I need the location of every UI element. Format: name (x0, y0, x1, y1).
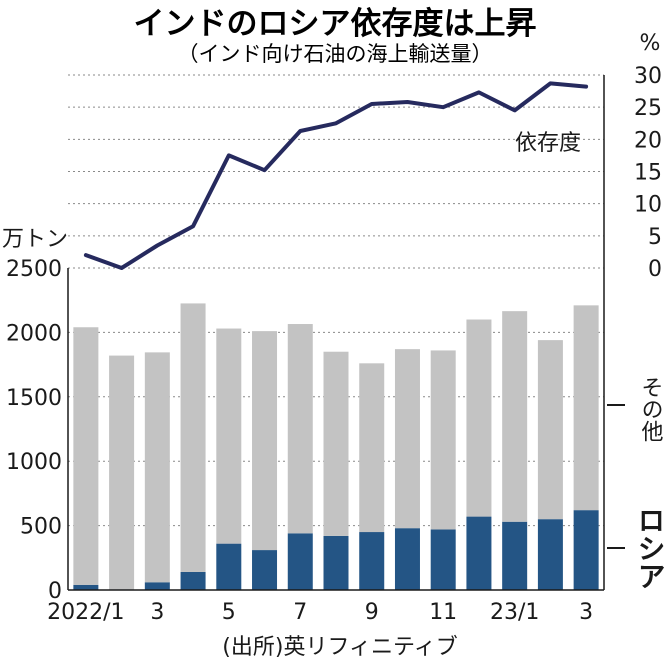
line-y-tick-label: 10 (634, 193, 662, 218)
x-tick-label: 11 (429, 600, 457, 625)
x-tick-label: 23/1 (490, 600, 539, 625)
line-gridlines: 0 5 10 15 20 25 30 (68, 64, 662, 282)
bar-other (144, 352, 170, 583)
bar-other (216, 328, 242, 544)
x-tick-label: 9 (365, 600, 379, 625)
bar-other (109, 355, 135, 590)
bar-unit-label: 万トン (2, 227, 68, 252)
bar-other (537, 340, 563, 520)
x-tick-label: 3 (150, 600, 164, 625)
bar-y-tick-label: 1000 (6, 450, 62, 475)
bar-russia (216, 543, 242, 590)
bar-russia (359, 532, 385, 590)
bar-y-tick-label: 2500 (6, 257, 62, 282)
line-point (371, 103, 373, 105)
bar-russia (502, 521, 528, 590)
line-point (192, 225, 194, 227)
line-point (264, 169, 266, 171)
bar-russia (180, 571, 206, 590)
line-point (228, 154, 230, 156)
chart-title: インドのロシア依存度は上昇 (134, 6, 537, 42)
bar-russia (287, 533, 313, 590)
line-point (406, 101, 408, 103)
line-point (442, 106, 444, 108)
bar-russia (252, 550, 278, 590)
line-unit-label: % (640, 31, 661, 56)
bar-other (502, 311, 528, 522)
bar-series (73, 303, 599, 590)
bar-other (323, 351, 349, 536)
line-y-tick-label: 20 (634, 128, 662, 153)
bar-other (287, 324, 313, 534)
axes: 2022/1 3 5 7 9 11 23/1 3 (47, 75, 605, 625)
bar-russia (73, 584, 99, 590)
bar-other (73, 327, 99, 585)
bar-other (180, 303, 206, 572)
bar-other (573, 305, 599, 511)
line-point (478, 91, 480, 93)
line-point (85, 254, 87, 256)
bar-russia (430, 529, 456, 590)
line-point (299, 130, 301, 132)
source-note: (出所)英リフィニティブ (222, 635, 457, 660)
line-series-label: 依存度 (515, 131, 581, 156)
line-point (549, 82, 551, 84)
bar-russia (573, 510, 599, 590)
bar-russia (394, 528, 420, 590)
bar-other (466, 319, 492, 517)
line-point (585, 86, 587, 88)
bar-russia (537, 519, 563, 590)
line-point (514, 109, 516, 111)
line-y-tick-label: 0 (648, 257, 662, 282)
line-point (156, 244, 158, 246)
bar-russia (144, 582, 170, 590)
x-tick-label: 3 (579, 600, 593, 625)
dependence-line (83, 81, 589, 270)
bar-other (252, 331, 278, 551)
chart-subtitle: （インド向け石油の海上輸送量） (178, 42, 493, 66)
bar-other (359, 363, 385, 533)
x-tick-label: 5 (222, 600, 236, 625)
bar-y-tick-label: 0 (48, 579, 62, 604)
line-point (121, 267, 123, 269)
x-tick-label: 7 (293, 600, 307, 625)
line-y-tick-label: 30 (634, 64, 662, 89)
bar-other (394, 349, 420, 529)
x-tick-label: 2022/1 (47, 600, 124, 625)
legend-label-russia: ロシア (634, 506, 667, 590)
line-y-tick-label: 5 (648, 225, 662, 250)
line-series (83, 81, 589, 270)
bar-other (430, 350, 456, 530)
bar-y-tick-label: 1500 (6, 386, 62, 411)
bar-y-tick-label: 2000 (6, 321, 62, 346)
bar-y-tick-label: 500 (20, 515, 62, 540)
line-y-tick-label: 25 (634, 96, 662, 121)
bar-russia (323, 535, 349, 590)
line-y-tick-label: 15 (634, 161, 662, 186)
line-point (335, 122, 337, 124)
legend-label-other: その他 (638, 376, 664, 442)
bar-russia (466, 516, 492, 590)
